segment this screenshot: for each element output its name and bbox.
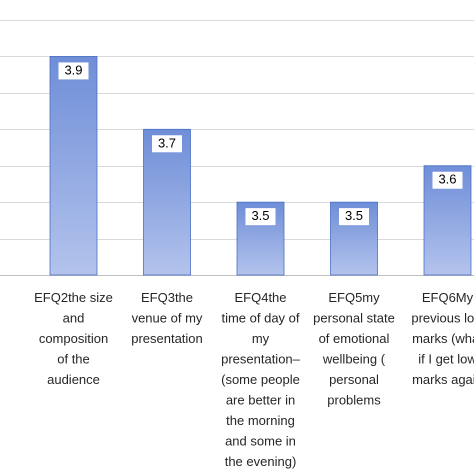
bar [423,165,472,276]
data-label: 3.5 [251,208,269,223]
data-label: 3.7 [158,135,176,150]
data-label-bg [245,208,276,226]
bar [143,128,191,276]
category-label: EFQ3the venue of my presentation [131,290,203,346]
data-label: 3.9 [64,62,82,77]
category-label: EFQ5my personal state of emotional wellbein… [313,290,395,408]
data-label-bg [58,62,89,80]
data-label-bg [432,171,463,189]
data-label-bg [339,208,369,226]
category-label: EFQ2the size and composition of the audience [34,290,113,387]
data-label-bg [152,135,182,153]
data-label: 3.6 [438,172,456,187]
data-label: 3.5 [345,208,363,223]
bar [49,56,98,276]
data-labels: 3.9 3.7 3.5 3.5 3.6 [58,62,463,226]
bars [49,56,472,276]
category-label: EFQ4the time of day of my presentation– (som… [221,290,301,469]
